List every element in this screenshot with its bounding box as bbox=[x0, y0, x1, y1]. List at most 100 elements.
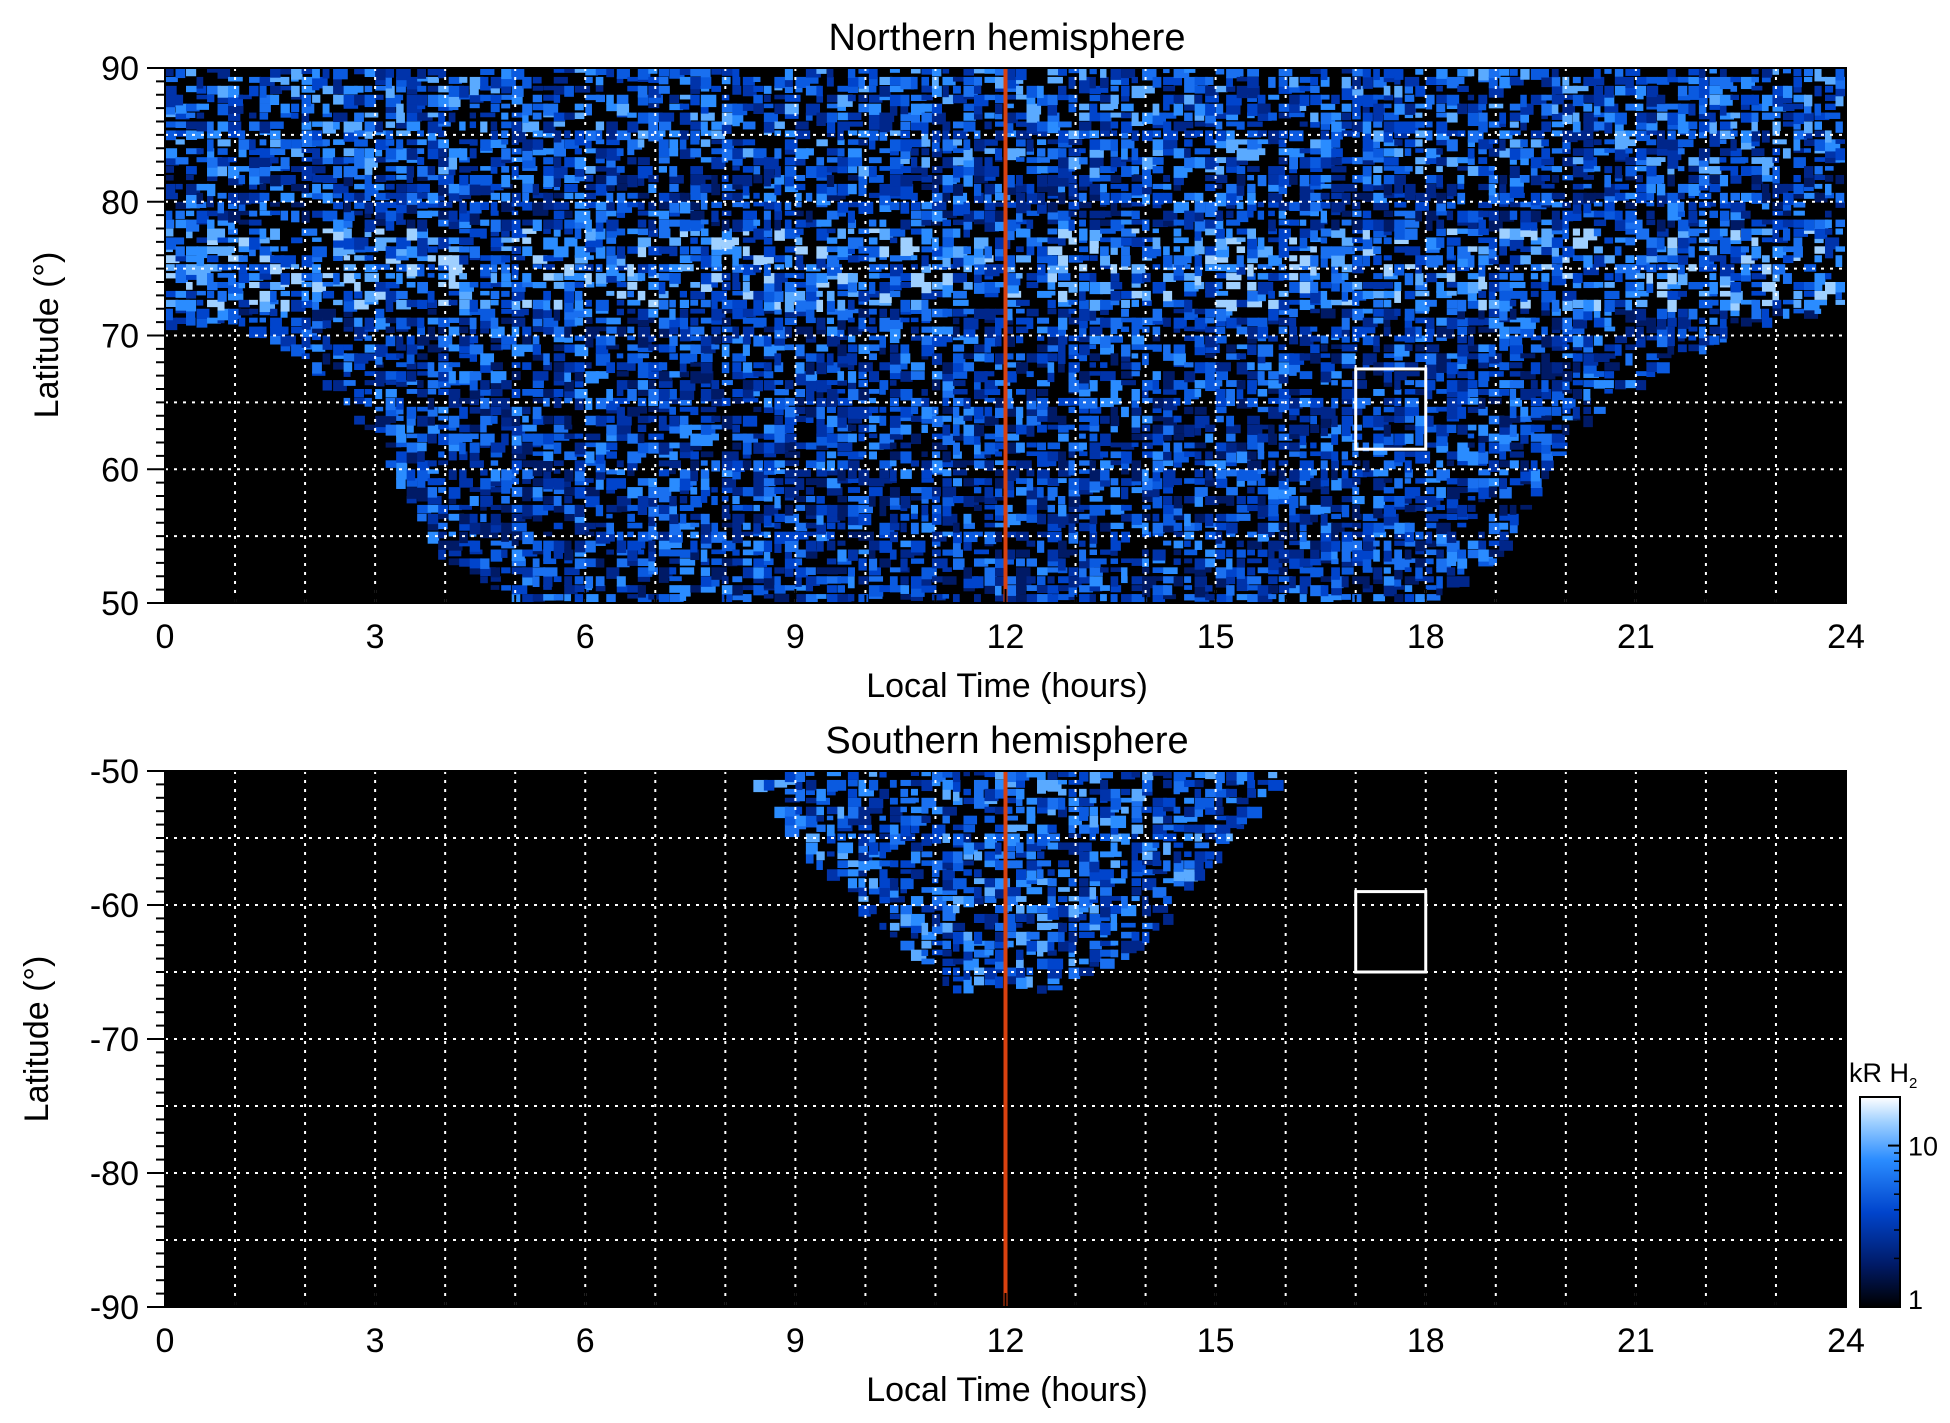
emission-cell bbox=[1268, 397, 1281, 404]
emission-cell bbox=[742, 371, 759, 379]
emission-cell bbox=[1362, 326, 1376, 334]
emission-cell bbox=[1362, 157, 1375, 165]
emission-cell bbox=[1394, 166, 1410, 175]
emission-cell bbox=[942, 567, 952, 572]
emission-cell bbox=[217, 308, 230, 321]
emission-cell bbox=[1089, 531, 1098, 544]
emission-cell bbox=[217, 290, 227, 302]
emission-cell bbox=[301, 255, 314, 268]
emission-cell bbox=[889, 549, 897, 560]
emission-cell bbox=[1310, 290, 1321, 304]
emission-cell bbox=[1341, 76, 1351, 89]
emission-cell bbox=[469, 567, 486, 575]
emission-cell bbox=[343, 192, 355, 202]
emission-cell bbox=[1005, 85, 1017, 92]
emission-cell bbox=[900, 406, 913, 418]
emission-cell bbox=[1310, 68, 1324, 74]
emission-cell bbox=[1341, 549, 1351, 562]
emission-cell bbox=[753, 460, 764, 472]
emission-cell bbox=[1100, 237, 1115, 243]
emission-cell bbox=[1152, 103, 1160, 116]
emission-cell bbox=[763, 478, 776, 487]
emission-cell bbox=[1152, 219, 1168, 228]
emission-cell bbox=[1373, 112, 1384, 122]
emission-cell bbox=[1100, 504, 1115, 510]
emission-cell bbox=[1236, 451, 1251, 464]
emission-cell bbox=[900, 219, 911, 230]
emission-cell bbox=[1047, 255, 1058, 266]
emission-cell bbox=[1131, 299, 1140, 307]
emission-cell bbox=[1110, 442, 1123, 448]
emission-cell bbox=[165, 94, 179, 108]
emission-cell bbox=[1100, 175, 1115, 182]
emission-cell bbox=[648, 496, 658, 507]
emission-cell bbox=[732, 121, 740, 127]
emission-cell bbox=[742, 290, 754, 300]
emission-cell bbox=[868, 415, 881, 424]
emission-cell bbox=[1226, 264, 1241, 273]
emission-cell bbox=[490, 415, 498, 424]
emission-cell bbox=[1247, 121, 1263, 127]
emission-cell bbox=[627, 362, 636, 371]
emission-cell bbox=[627, 335, 636, 341]
emission-cell bbox=[1184, 130, 1198, 138]
emission-cell bbox=[690, 192, 706, 201]
emission-cell bbox=[658, 68, 669, 77]
emission-cell bbox=[690, 362, 703, 367]
emission-cell bbox=[973, 594, 981, 603]
emission-cell bbox=[1110, 424, 1118, 433]
emission-cell bbox=[522, 175, 534, 184]
emission-cell bbox=[1247, 487, 1255, 494]
emission-cell bbox=[1058, 451, 1067, 462]
emission-cell bbox=[889, 522, 900, 531]
emission-cell bbox=[333, 246, 348, 256]
emission-cell bbox=[1341, 576, 1349, 588]
emission-cell bbox=[1278, 76, 1288, 87]
emission-cell bbox=[375, 282, 390, 292]
emission-cell bbox=[196, 183, 209, 191]
emission-cell bbox=[322, 112, 332, 118]
emission-cell bbox=[1341, 389, 1355, 400]
emission-cell bbox=[1037, 317, 1050, 324]
emission-cell bbox=[1100, 317, 1111, 328]
emission-cell bbox=[816, 496, 825, 504]
emission-cell bbox=[658, 496, 675, 503]
emission-cell bbox=[511, 478, 520, 485]
emission-cell bbox=[490, 139, 507, 148]
emission-cell bbox=[165, 85, 177, 96]
emission-cell bbox=[469, 183, 481, 196]
emission-cell bbox=[984, 406, 993, 417]
emission-cell bbox=[1289, 94, 1304, 105]
emission-cell bbox=[207, 68, 219, 73]
emission-cell bbox=[1247, 228, 1257, 239]
emission-cell bbox=[1163, 504, 1177, 515]
emission-cell bbox=[1068, 504, 1085, 513]
emission-cell bbox=[606, 344, 620, 350]
emission-cell bbox=[1173, 148, 1186, 159]
emission-cell bbox=[1215, 121, 1223, 130]
emission-cell bbox=[417, 371, 433, 376]
emission-cell bbox=[963, 397, 971, 409]
emission-cell bbox=[553, 397, 562, 409]
emission-cell bbox=[1373, 219, 1386, 231]
emission-cell bbox=[459, 148, 468, 161]
emission-cell bbox=[826, 130, 836, 138]
emission-cell bbox=[1047, 139, 1063, 145]
emission-cell bbox=[973, 157, 983, 169]
emission-cell bbox=[1163, 451, 1172, 461]
emission-cell bbox=[994, 148, 1003, 161]
emission-cell bbox=[784, 451, 801, 458]
emission-cell bbox=[375, 85, 389, 91]
emission-cell bbox=[1352, 460, 1361, 466]
emission-cell bbox=[931, 166, 943, 173]
emission-cell bbox=[879, 130, 888, 141]
emission-cell bbox=[1299, 121, 1308, 127]
emission-cell bbox=[1383, 183, 1393, 196]
emission-cell bbox=[1247, 290, 1259, 302]
emission-cell bbox=[1100, 103, 1114, 111]
emission-cell bbox=[1383, 442, 1397, 451]
emission-cell bbox=[994, 76, 1009, 89]
emission-cell bbox=[774, 460, 786, 468]
emission-cell bbox=[1205, 183, 1216, 192]
emission-cell bbox=[1341, 504, 1350, 518]
